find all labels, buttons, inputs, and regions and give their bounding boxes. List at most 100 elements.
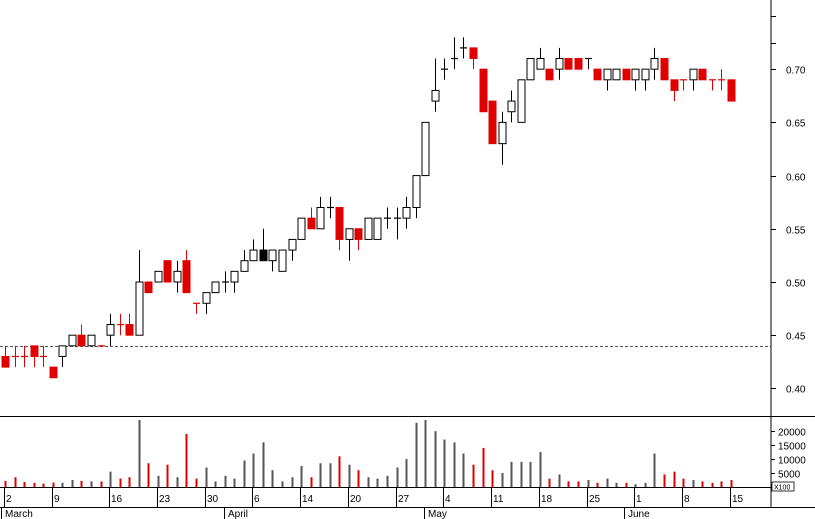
volume-bar	[80, 480, 83, 487]
candle-body	[555, 58, 564, 70]
price-pane	[0, 37, 771, 379]
candle-body	[421, 121, 430, 177]
volume-bar	[443, 439, 446, 487]
day-label: 9	[54, 494, 60, 505]
day-label: 27	[398, 494, 410, 505]
volume-pane	[4, 420, 733, 487]
volume-bar	[338, 456, 341, 487]
volume-bar	[510, 461, 513, 487]
volume-bar	[271, 470, 274, 487]
day-label: 8	[684, 494, 690, 505]
volume-bar	[424, 420, 427, 487]
candle-body	[135, 281, 144, 336]
volume-tick-label: 10000	[778, 456, 806, 467]
day-label: 11	[493, 494, 504, 505]
volume-bar	[711, 482, 714, 487]
volume-bar	[453, 442, 456, 487]
volume-tick-label: 15000	[778, 442, 806, 453]
candle-body	[498, 121, 507, 145]
price-tick-label: 0.70	[786, 66, 806, 77]
day-label: 16	[111, 494, 123, 505]
candle-body	[335, 207, 344, 240]
volume-bar	[730, 480, 733, 487]
day-label: 23	[159, 494, 171, 505]
volume-bar	[176, 477, 179, 487]
candle-body	[68, 334, 77, 347]
volume-bar	[644, 482, 647, 487]
candle-body	[288, 238, 297, 251]
day-label: 14	[302, 494, 314, 505]
candle-body	[87, 334, 96, 347]
price-tick-label: 0.50	[786, 279, 806, 290]
volume-bar	[520, 461, 523, 487]
candle-body	[278, 249, 287, 272]
volume-tick-label: 20000	[778, 428, 806, 439]
candle-body	[641, 68, 650, 81]
price-tick-label: 0.65	[786, 119, 806, 130]
volume-bar	[252, 453, 255, 487]
volume-bar	[205, 467, 208, 487]
day-label: 6	[254, 494, 260, 505]
candle-body	[660, 58, 669, 81]
volume-bar	[243, 460, 246, 487]
volume-bar	[606, 478, 609, 487]
candle-body	[698, 68, 707, 81]
volume-bar	[434, 431, 437, 487]
candle-body	[650, 58, 659, 70]
candle-body	[316, 207, 325, 230]
volume-bar	[491, 470, 494, 487]
volume-bar	[319, 463, 322, 487]
volume-bar	[396, 467, 399, 487]
day-label: 2	[6, 494, 12, 505]
candle-body	[574, 58, 583, 70]
candle-body	[1, 355, 10, 368]
candle-body	[77, 334, 86, 347]
candle-body	[593, 68, 602, 81]
volume-bar	[119, 478, 122, 487]
volume-bar	[539, 452, 542, 487]
candle-body	[469, 47, 478, 60]
month-label: June	[628, 509, 650, 519]
day-label: 15	[732, 494, 744, 505]
volume-bar	[224, 475, 227, 487]
candle-body	[402, 207, 411, 219]
candle-body	[230, 270, 239, 283]
candle-body	[106, 324, 115, 336]
volume-bar	[587, 480, 590, 487]
volume-bar	[357, 470, 360, 487]
volume-bar	[166, 464, 169, 487]
volume-bar	[415, 422, 418, 487]
volume-bar	[100, 481, 103, 487]
day-label: 18	[541, 494, 553, 505]
candle-body	[240, 260, 249, 272]
candle-body	[373, 217, 382, 240]
candle-body	[631, 68, 640, 81]
volume-bar	[720, 481, 723, 487]
candle-body	[536, 58, 545, 70]
volume-bar	[462, 453, 465, 487]
volume-bar	[682, 478, 685, 487]
candle-body	[526, 58, 535, 81]
candle-body	[307, 217, 316, 230]
volume-bar	[138, 420, 141, 487]
candle-body	[345, 228, 354, 240]
volume-bar	[281, 481, 284, 487]
volume-bar	[147, 463, 150, 487]
volume-bar	[701, 481, 704, 487]
candle-body	[364, 217, 373, 240]
day-label: 4	[445, 494, 451, 505]
volume-bar	[214, 481, 217, 487]
candle-body	[259, 249, 268, 262]
volume-bar	[300, 466, 303, 487]
volume-bar	[577, 481, 580, 487]
volume-bar	[348, 464, 351, 487]
volume-bar	[386, 475, 389, 487]
candle-body	[517, 79, 526, 123]
candle-body	[268, 249, 277, 262]
candle-body	[670, 79, 679, 91]
volume-bar	[692, 480, 695, 487]
candle-body	[154, 270, 163, 283]
price-tick-label: 0.55	[786, 226, 806, 237]
volume-bar	[673, 471, 676, 487]
